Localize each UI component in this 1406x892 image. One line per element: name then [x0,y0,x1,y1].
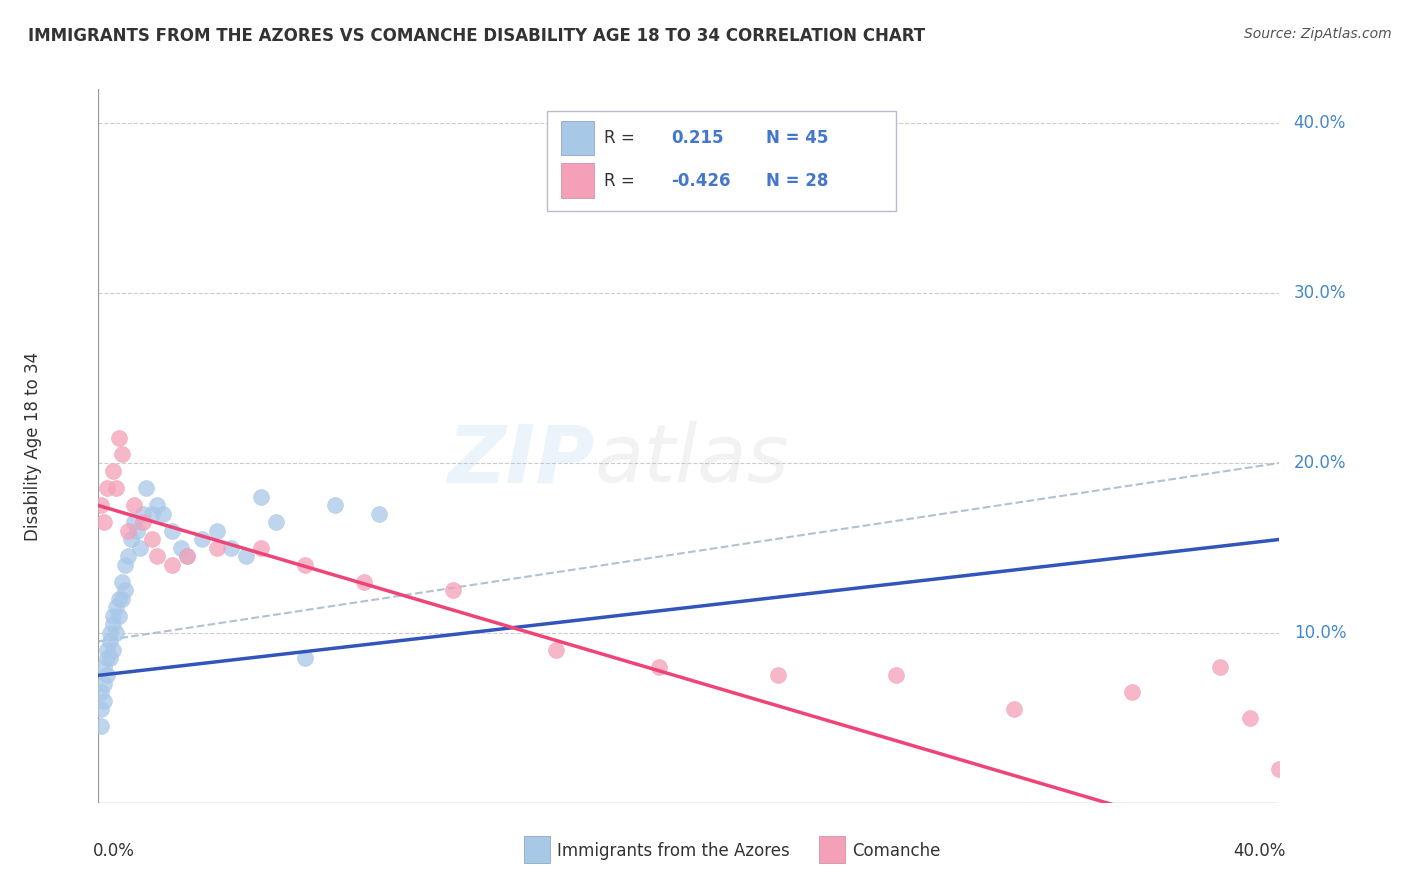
Point [108,591,131,606]
Point [120,533,142,547]
FancyBboxPatch shape [818,837,845,863]
Point [162,524,183,538]
Point [205,541,228,555]
Point [103,643,125,657]
Text: 40.0%: 40.0% [1294,114,1346,132]
Point [105,626,128,640]
Point [98,634,121,648]
Point [98,626,121,640]
Point [111,448,134,462]
Point [114,583,136,598]
Point [766,668,789,682]
Point [141,533,163,547]
Point [162,558,183,572]
Text: Source: ZipAtlas.com: Source: ZipAtlas.com [1244,27,1392,41]
Point [108,430,131,444]
FancyBboxPatch shape [547,111,896,211]
Point [294,558,316,572]
Point [98,651,121,665]
Text: N = 45: N = 45 [766,128,828,146]
Point [93,694,115,708]
Point [103,608,125,623]
Point [353,574,375,589]
Point [205,524,228,538]
Point [146,549,169,564]
Text: 10.0%: 10.0% [1294,624,1346,642]
Point [122,499,145,513]
Text: 40.0%: 40.0% [1233,842,1285,860]
Text: 30.0%: 30.0% [1294,284,1346,302]
Text: 20.0%: 20.0% [1294,454,1346,472]
Text: -0.426: -0.426 [671,171,731,189]
Point [544,643,567,657]
Point [1239,711,1261,725]
Point [96,482,118,496]
Point [176,549,198,564]
Point [128,541,150,555]
Point [105,482,128,496]
Point [105,600,128,615]
Point [132,516,155,530]
Point [1209,660,1232,674]
Point [96,651,118,665]
Text: atlas: atlas [595,421,789,500]
Point [111,591,134,606]
Point [103,617,125,632]
Point [170,541,193,555]
Point [294,651,316,665]
Point [117,549,139,564]
Point [93,660,115,674]
Point [191,533,214,547]
Point [1121,685,1143,699]
Point [125,524,148,538]
Point [884,668,907,682]
Point [235,549,257,564]
Point [122,516,145,530]
Text: IMMIGRANTS FROM THE AZORES VS COMANCHE DISABILITY AGE 18 TO 34 CORRELATION CHART: IMMIGRANTS FROM THE AZORES VS COMANCHE D… [28,27,925,45]
Point [90,685,112,699]
Point [90,499,112,513]
Point [176,549,198,564]
Point [111,574,134,589]
Point [219,541,242,555]
Point [93,677,115,691]
Point [250,541,273,555]
Text: R =: R = [605,128,640,146]
Point [648,660,671,674]
Point [96,668,118,682]
Text: Immigrants from the Azores: Immigrants from the Azores [557,842,789,860]
FancyBboxPatch shape [561,120,595,155]
Text: Disability Age 18 to 34: Disability Age 18 to 34 [24,351,42,541]
Point [441,583,464,598]
Text: Comanche: Comanche [852,842,941,860]
FancyBboxPatch shape [523,837,550,863]
Point [1002,702,1025,716]
FancyBboxPatch shape [561,163,595,198]
Point [146,499,169,513]
Text: R =: R = [605,171,640,189]
Point [114,558,136,572]
Point [117,524,139,538]
Text: 0.0%: 0.0% [93,842,135,860]
Point [132,507,155,521]
Point [264,516,287,530]
Point [141,507,163,521]
Text: N = 28: N = 28 [766,171,828,189]
Point [152,507,174,521]
Point [135,482,157,496]
Point [108,608,131,623]
Point [90,719,112,733]
Point [103,465,125,479]
Point [250,490,273,504]
Point [96,643,118,657]
Text: 0.215: 0.215 [671,128,724,146]
Text: ZIP: ZIP [447,421,595,500]
Point [323,499,346,513]
Point [1268,762,1291,776]
Point [90,702,112,716]
Point [93,516,115,530]
Point [368,507,391,521]
